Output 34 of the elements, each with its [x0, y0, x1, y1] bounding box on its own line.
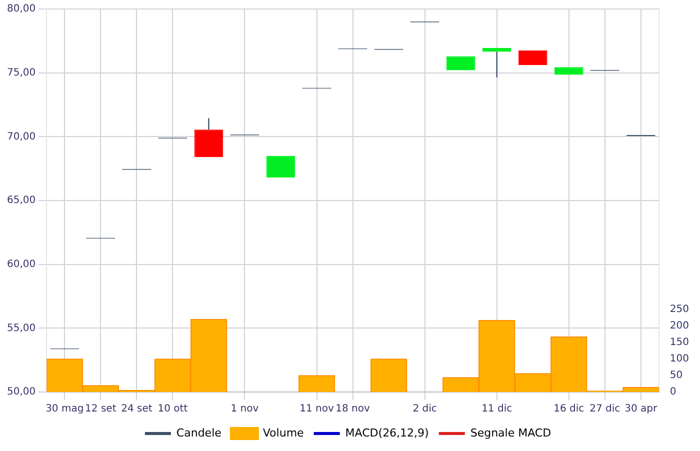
legend-label: Volume	[262, 426, 304, 440]
x-tick-label: 11 nov	[300, 404, 334, 415]
y-tick-label: 60,00	[6, 258, 36, 270]
x-tick-label: 27 dic	[590, 404, 620, 415]
y2-tick-label: 0	[670, 386, 676, 398]
y2-tick-label: 200	[670, 320, 690, 332]
candlestick	[446, 56, 476, 70]
y-tick-label: 80,00	[6, 4, 36, 15]
x-tick-label: 10 ott	[158, 404, 188, 415]
candlestick	[518, 50, 548, 66]
y-tick-label: 75,00	[6, 67, 36, 78]
y2-tick-label: 50	[670, 370, 683, 382]
y-tick-label: 65,00	[6, 195, 36, 206]
x-tick-label: 30 apr	[624, 404, 658, 415]
x-tick-label: 16 dic	[554, 404, 584, 415]
legend-label: Candele	[176, 426, 222, 440]
x-tick-label: 2 dic	[412, 404, 437, 415]
y2-tick-label: 250	[670, 304, 690, 316]
x-tick-label: 1 nov	[230, 404, 259, 415]
y-tick-label: 70,00	[6, 131, 36, 142]
y-tick-label: 55,00	[6, 322, 36, 334]
y2-tick-label: 100	[670, 354, 690, 365]
x-tick-label: 24 set	[121, 404, 152, 415]
candlestick	[194, 118, 224, 158]
x-tick-label: 30 mag	[46, 404, 84, 415]
x-tick-label: 12 set	[85, 404, 116, 415]
legend-label: Segnale MACD	[470, 426, 552, 440]
x-tick-label: 11 dic	[482, 404, 512, 415]
x-tick-label: 18 nov	[336, 404, 370, 415]
candlestick	[266, 156, 296, 178]
candlestick	[554, 67, 584, 75]
y-tick-label: 50,00	[6, 386, 36, 398]
y2-tick-label: 150	[670, 337, 690, 348]
legend-label: MACD(26,12,9)	[345, 426, 429, 440]
